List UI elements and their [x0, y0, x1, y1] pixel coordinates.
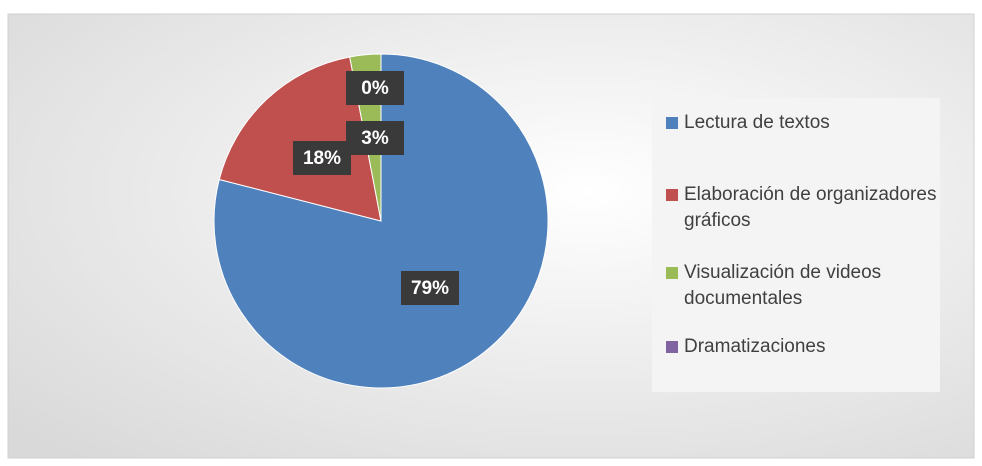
- value-label: 3%: [361, 128, 389, 149]
- legend-swatch: [666, 189, 678, 201]
- legend: Lectura de textos Elaboración de organiza…: [652, 98, 940, 392]
- legend-swatch: [666, 267, 678, 279]
- value-label: 79%: [411, 278, 449, 299]
- legend-label: Visualización de videos documentales: [684, 262, 882, 309]
- legend-label: Elaboración de organizadores gráficos: [684, 184, 937, 231]
- value-label-box: [401, 271, 459, 305]
- legend-item: Lectura de textos: [666, 110, 954, 136]
- legend-label: Dramatizaciones: [684, 336, 826, 357]
- legend-item: Visualización de videos documentales: [666, 260, 954, 312]
- pie-slice: [218, 56, 382, 222]
- value-label-box: [293, 141, 351, 175]
- value-label: 18%: [303, 148, 341, 169]
- value-label: 0%: [361, 78, 389, 99]
- pie-slice: [213, 53, 549, 389]
- legend-item: Dramatizaciones: [666, 334, 954, 360]
- legend-item: Elaboración de organizadores gráficos: [666, 182, 954, 234]
- legend-label: Lectura de textos: [684, 112, 830, 133]
- legend-swatch: [666, 117, 678, 129]
- legend-swatch: [666, 341, 678, 353]
- value-label-box: [346, 121, 404, 155]
- value-label-box: [346, 71, 404, 105]
